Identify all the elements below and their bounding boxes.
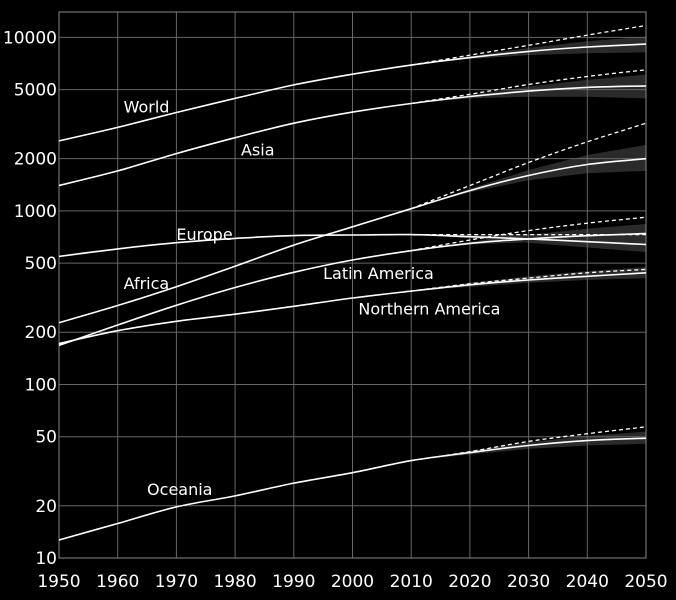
x-tick-label: 2020 [448, 572, 491, 592]
northern-america-label: Northern America [358, 299, 500, 318]
oceania-projection-line [411, 426, 647, 462]
oceania-label: Oceania [147, 480, 212, 499]
y-tick-label: 20 [35, 497, 57, 517]
y-tick-label: 10 [35, 549, 57, 569]
africa-series-line [58, 157, 647, 324]
y-tick-label: 200 [25, 323, 57, 343]
x-tick-label: 2050 [624, 572, 667, 592]
x-tick-label: 1960 [96, 572, 139, 592]
y-tick-label: 2000 [14, 150, 57, 170]
y-tick-label: 500 [25, 254, 57, 274]
latin-america-label: Latin America [323, 264, 434, 283]
x-tick-label: 2010 [390, 572, 433, 592]
x-tick-label: 1980 [213, 572, 256, 592]
y-tick-label: 50 [35, 428, 57, 448]
world-series-line [58, 43, 647, 142]
y-tick-label: 1000 [14, 202, 57, 222]
latin-america-projection-line [411, 216, 647, 252]
latin-america-series-line [58, 232, 647, 347]
y-axis-ticks: 10 20 50 100 200 500 1000 2000 5000 10000 [3, 28, 57, 569]
x-axis-ticks: 1950 1960 1970 1980 1990 2000 2010 2020 2030 2040… [37, 572, 667, 592]
x-tick-label: 1970 [155, 572, 198, 592]
world-label: World [124, 97, 170, 116]
x-tick-label: 2000 [331, 572, 374, 592]
x-tick-label: 1950 [37, 572, 80, 592]
x-tick-label: 1990 [272, 572, 315, 592]
y-tick-label: 100 [25, 375, 57, 395]
northern-america-projection-line [411, 268, 647, 292]
asia-projection-line [411, 69, 647, 105]
series-lines [58, 43, 647, 541]
x-tick-label: 2040 [566, 572, 609, 592]
africa-projection-line [410, 122, 647, 210]
africa-label: Africa [124, 274, 170, 293]
oceania-series-line [58, 437, 647, 541]
northern-america-series-line [58, 272, 647, 345]
asia-series-line [58, 85, 647, 187]
europe-label: Europe [176, 225, 232, 244]
series-labels: World Asia Europe Africa Latin America Northe… [124, 97, 501, 499]
x-tick-label: 2030 [507, 572, 550, 592]
y-tick-label: 10000 [3, 28, 57, 48]
projection-lines [410, 24, 647, 462]
plot-frame [58, 11, 647, 559]
asia-label: Asia [241, 141, 275, 160]
world-projection-line [411, 24, 647, 66]
y-tick-label: 5000 [14, 81, 57, 101]
europe-series-line [58, 233, 647, 258]
